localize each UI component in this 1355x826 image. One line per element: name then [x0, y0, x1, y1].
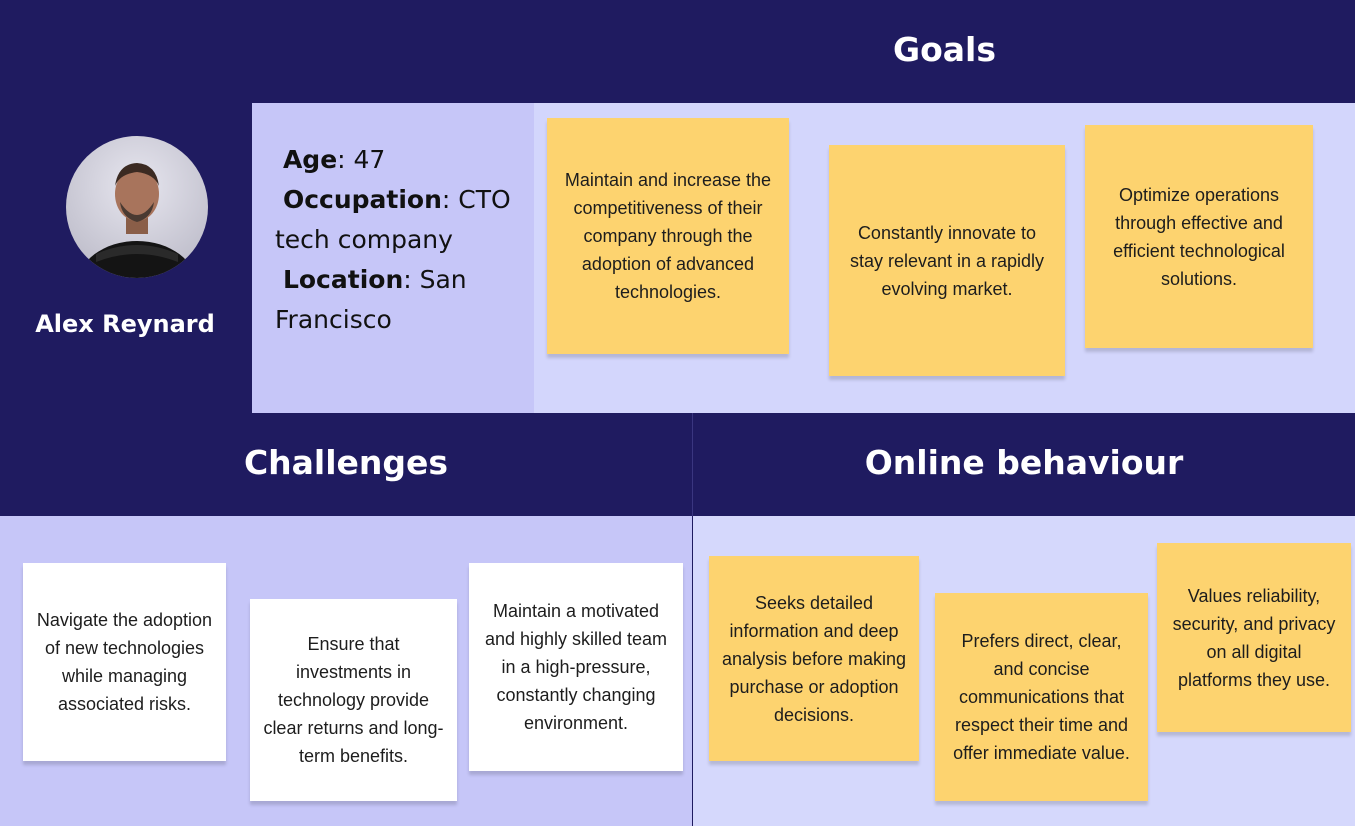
- online-behaviour-note[interactable]: Values reliability, security, and privac…: [1157, 543, 1351, 732]
- persona-name: Alex Reynard: [35, 310, 215, 338]
- age-row: Age: 47: [275, 140, 525, 180]
- age-value: : 47: [337, 145, 386, 174]
- challenge-note[interactable]: Maintain a motivated and highly skilled …: [469, 563, 683, 771]
- challenges-heading: Challenges: [243, 443, 449, 482]
- challenge-note[interactable]: Ensure that investments in technology pr…: [250, 599, 457, 801]
- occupation-row: Occupation: CTO tech company: [275, 180, 525, 260]
- section-header-band: [0, 413, 1355, 516]
- occupation-label: Occupation: [282, 185, 442, 214]
- location-value: : San Francisco: [275, 265, 467, 334]
- challenge-note[interactable]: Navigate the adoption of new technologie…: [23, 563, 226, 761]
- online-behaviour-heading: Online behaviour: [864, 443, 1184, 482]
- online-behaviour-note[interactable]: Seeks detailed information and deep anal…: [709, 556, 919, 761]
- avatar: [66, 136, 208, 278]
- section-divider: [692, 413, 693, 516]
- goal-note[interactable]: Optimize operations through effective an…: [1085, 125, 1313, 348]
- person-photo-icon: [77, 163, 197, 278]
- age-label: Age: [282, 145, 338, 174]
- goal-note[interactable]: Maintain and increase the competitivenes…: [547, 118, 789, 354]
- persona-details: Age: 47 Occupation: CTO tech company Loc…: [275, 140, 525, 340]
- goals-heading: Goals: [893, 30, 996, 69]
- goal-note[interactable]: Constantly innovate to stay relevant in …: [829, 145, 1065, 376]
- online-behaviour-note[interactable]: Prefers direct, clear, and concise commu…: [935, 593, 1148, 801]
- occupation-value: : CTO tech company: [275, 185, 511, 254]
- location-label: Location: [282, 265, 404, 294]
- top-banner: [0, 0, 1355, 103]
- persona-info-panel: Age: 47 Occupation: CTO tech company Loc…: [252, 103, 534, 413]
- location-row: Location: San Francisco: [275, 260, 525, 340]
